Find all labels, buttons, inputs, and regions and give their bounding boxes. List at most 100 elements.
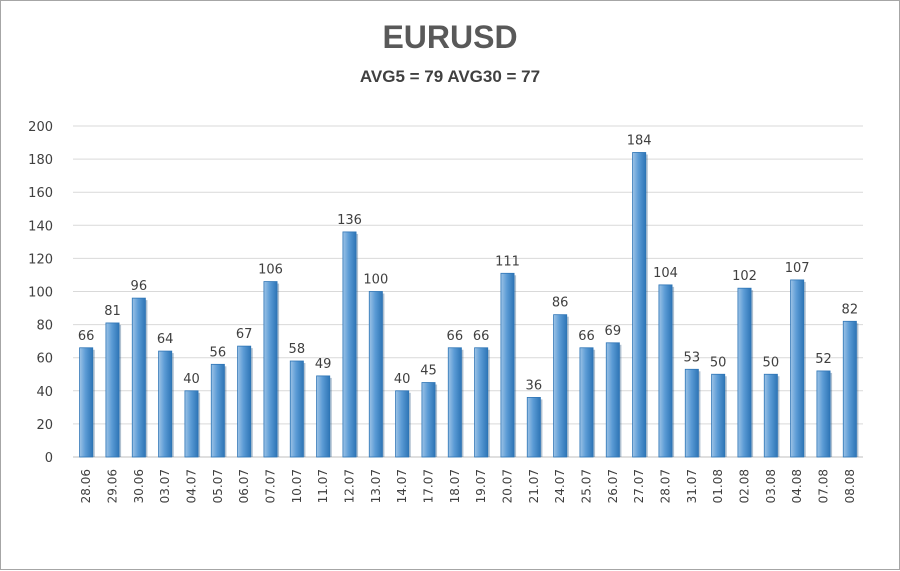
data-label: 49 (315, 357, 332, 372)
bar (632, 152, 647, 458)
bar (263, 281, 278, 458)
x-tick-label: 07.08 (817, 469, 831, 503)
x-tick-label: 03.08 (764, 469, 778, 503)
data-label: 86 (552, 296, 569, 311)
bar (500, 272, 515, 458)
data-label: 56 (210, 345, 227, 360)
x-tick-label: 07.07 (264, 469, 278, 503)
x-tick-label: 14.07 (395, 469, 409, 503)
data-label: 104 (653, 266, 678, 281)
x-axis-ticks: 28.06 29.06 30.06 03.07 04.07 05.07 06.07 07.07… (79, 469, 857, 503)
bar (342, 231, 357, 458)
bar (105, 322, 120, 458)
x-tick-label: 05.07 (211, 469, 225, 503)
bar (237, 345, 252, 458)
data-label: 67 (236, 327, 253, 342)
bar (684, 368, 699, 458)
y-tick-label: 0 (45, 451, 53, 466)
x-tick-label: 28.06 (79, 469, 93, 503)
y-tick-label: 140 (28, 219, 53, 234)
data-label: 100 (363, 273, 388, 288)
x-tick-label: 27.07 (632, 469, 646, 503)
x-tick-label: 26.07 (606, 469, 620, 503)
x-tick-label: 03.07 (158, 469, 172, 503)
y-tick-label: 120 (28, 252, 53, 267)
x-tick-label: 25.07 (580, 469, 594, 503)
bar (526, 397, 541, 458)
data-label: 66 (578, 329, 595, 344)
data-label: 36 (526, 378, 543, 393)
x-tick-label: 06.07 (237, 469, 251, 503)
bar (711, 373, 726, 458)
bar (842, 320, 857, 458)
x-tick-label: 29.06 (106, 469, 120, 503)
x-tick-label: 10.07 (290, 469, 304, 503)
x-tick-label: 11.07 (316, 469, 330, 503)
bar (316, 375, 331, 458)
bar (131, 297, 146, 458)
x-tick-label: 24.07 (553, 469, 567, 503)
data-label: 52 (815, 352, 832, 367)
x-tick-label: 30.06 (132, 469, 146, 503)
bar (737, 287, 752, 458)
x-tick-label: 01.08 (711, 469, 725, 503)
data-label: 50 (710, 355, 727, 370)
y-tick-label: 180 (28, 153, 53, 168)
x-tick-label: 19.07 (474, 469, 488, 503)
data-label: 106 (258, 263, 283, 278)
bar (184, 390, 199, 458)
data-label: 66 (473, 329, 490, 344)
data-label: 66 (78, 329, 95, 344)
x-tick-label: 20.07 (501, 469, 515, 503)
bar (421, 382, 436, 458)
data-label: 53 (684, 350, 701, 365)
x-tick-label: 02.08 (738, 469, 752, 503)
x-tick-label: 08.08 (843, 469, 857, 503)
data-label: 136 (337, 213, 362, 228)
bar (658, 284, 673, 458)
bar (395, 390, 410, 458)
x-tick-label: 04.07 (185, 469, 199, 503)
y-axis-ticks: 0 20 40 60 80 100 120 140 160 180 200 (28, 120, 53, 466)
x-tick-label: 31.07 (685, 469, 699, 503)
data-labels: 66 81 96 64 40 56 67 106 58 49 136 100 40 45 66 66 111 36… (78, 133, 858, 393)
data-label: 40 (183, 372, 200, 387)
bars (79, 152, 859, 458)
y-tick-label: 160 (28, 186, 53, 201)
bar (763, 373, 778, 458)
data-label: 96 (131, 279, 148, 294)
bar (605, 342, 620, 458)
data-label: 58 (289, 342, 306, 357)
y-tick-label: 200 (28, 120, 53, 135)
bar (474, 347, 489, 458)
x-tick-label: 28.07 (659, 469, 673, 503)
bar (289, 360, 304, 458)
data-label: 111 (495, 254, 520, 269)
y-tick-label: 40 (36, 385, 53, 400)
x-tick-label: 18.07 (448, 469, 462, 503)
y-tick-label: 20 (36, 418, 53, 433)
data-label: 102 (732, 269, 757, 284)
data-label: 184 (627, 133, 652, 148)
gridlines (73, 125, 863, 458)
data-label: 45 (420, 364, 437, 379)
bar (158, 350, 173, 458)
x-tick-label: 21.07 (527, 469, 541, 503)
data-label: 64 (157, 332, 174, 347)
bar (210, 363, 225, 458)
bar (368, 291, 383, 458)
bar (447, 347, 462, 458)
x-tick-label: 17.07 (422, 469, 436, 503)
data-label: 66 (447, 329, 464, 344)
x-tick-label: 04.08 (790, 469, 804, 503)
chart-subtitle: AVG5 = 79 AVG30 = 77 (359, 67, 541, 86)
bar (79, 347, 94, 458)
bar (553, 314, 568, 458)
bar (816, 370, 831, 458)
x-tick-label: 13.07 (369, 469, 383, 503)
bar (579, 347, 594, 458)
data-label: 82 (842, 302, 859, 317)
data-label: 40 (394, 372, 411, 387)
